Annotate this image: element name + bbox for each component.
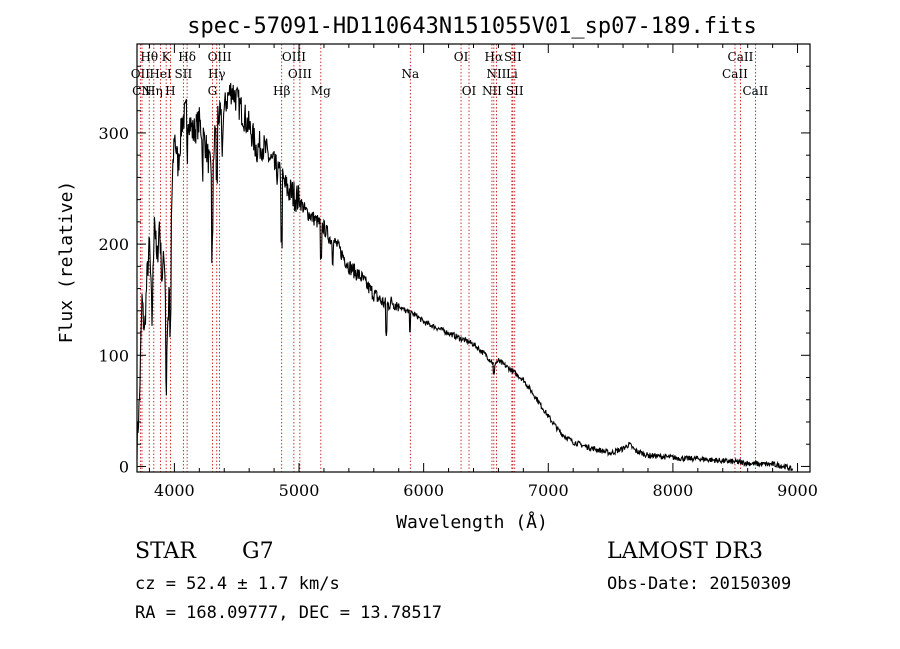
y-tick-label: 200 <box>98 235 129 254</box>
y-tick-label: 300 <box>98 124 129 143</box>
line-marker-label: NII <box>486 67 506 81</box>
line-marker-label: HeI <box>149 67 172 81</box>
x-tick-label: 6000 <box>403 481 444 500</box>
line-marker-label: K <box>162 50 172 64</box>
line-marker-label: OIII <box>282 50 306 64</box>
survey-name: LAMOST DR3 <box>607 539 763 564</box>
line-marker-label: Na <box>401 67 419 81</box>
y-tick-label: 0 <box>119 457 129 476</box>
x-tick-label: 7000 <box>528 481 569 500</box>
object-type: STAR <box>135 539 196 564</box>
line-marker-label: SII <box>175 67 193 81</box>
redshift-cz: cz = 52.4 ± 1.7 km/s <box>135 574 340 594</box>
line-marker-label: Hη <box>145 84 163 98</box>
line-marker-label: Hγ <box>208 67 226 81</box>
observation-date: Obs-Date: 20150309 <box>607 574 792 594</box>
line-marker-label: G <box>208 84 218 98</box>
line-marker-label: Li <box>506 67 518 81</box>
line-marker-label: Hβ <box>273 84 290 98</box>
line-marker-label: OIII <box>208 50 232 64</box>
line-marker-label: CaII <box>722 67 748 81</box>
line-marker-label: SII <box>506 84 524 98</box>
line-marker-label: OIII <box>288 67 312 81</box>
x-tick-label: 8000 <box>653 481 694 500</box>
line-marker-label: SII <box>504 50 522 64</box>
line-marker-label: OI <box>454 50 469 64</box>
x-axis-label: Wavelength (Å) <box>396 511 548 533</box>
line-marker-label: H <box>165 84 175 98</box>
line-marker-label: Hα <box>485 50 504 64</box>
line-marker-label: OI <box>462 84 477 98</box>
y-tick-label: 100 <box>98 346 129 365</box>
line-marker-label: Hδ <box>178 50 196 64</box>
plot-frame <box>136 43 811 473</box>
y-axis-label: Flux (relative) <box>56 181 77 344</box>
spectrum-plot: spec-57091-HD110643N151055V01_sp07-189.f… <box>56 14 818 533</box>
chart-title: spec-57091-HD110643N151055V01_sp07-189.f… <box>187 14 757 39</box>
x-tick-label: 9000 <box>777 481 818 500</box>
line-marker-label: OII <box>131 67 151 81</box>
spectral-subclass: G7 <box>242 539 274 564</box>
line-marker-label: Hθ <box>140 50 158 64</box>
line-marker-label: CaII <box>728 50 754 64</box>
line-marker-label: CaII <box>742 84 768 98</box>
spectrum-line <box>136 82 794 472</box>
axis-ticks: 4000 5000 6000 7000 8000 9000 0 100 200 300 <box>98 44 818 500</box>
x-tick-label: 5000 <box>279 481 320 500</box>
line-marker-label: NII <box>482 84 502 98</box>
x-tick-label: 4000 <box>154 481 195 500</box>
line-marker-label: Mg <box>311 84 331 98</box>
ra-dec-coordinates: RA = 168.09777, DEC = 13.78517 <box>135 603 443 623</box>
